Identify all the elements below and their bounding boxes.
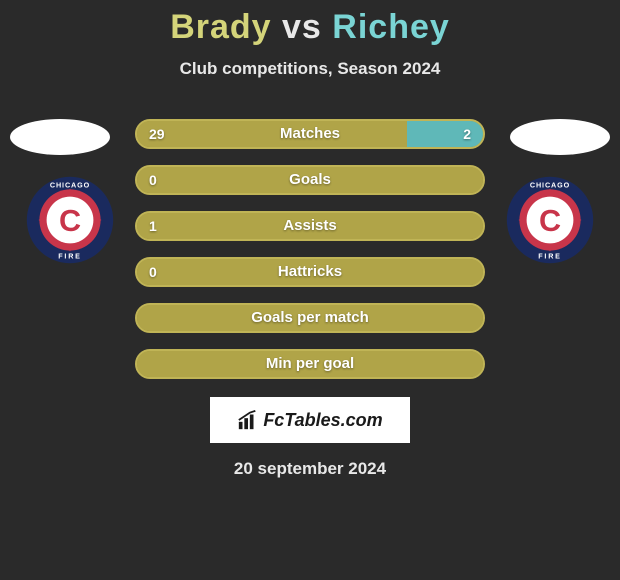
chicago-fire-badge-icon: C CHICAGO FIRE — [505, 175, 595, 265]
svg-text:C: C — [539, 204, 561, 238]
stat-bars: Matches292Goals0Assists1Hattricks0Goals … — [135, 119, 485, 379]
stat-bar: Goals0 — [135, 165, 485, 195]
svg-text:FIRE: FIRE — [58, 252, 82, 261]
player1-name: Brady — [170, 8, 271, 46]
svg-text:CHICAGO: CHICAGO — [530, 181, 570, 190]
stat-bar: Hattricks0 — [135, 257, 485, 287]
player1-club-badge: C CHICAGO FIRE — [25, 175, 115, 265]
stat-bar: Goals per match — [135, 303, 485, 333]
bar-label: Matches — [137, 121, 483, 147]
bar-label: Assists — [137, 213, 483, 239]
player2-photo-placeholder — [510, 119, 610, 155]
svg-text:FIRE: FIRE — [538, 252, 562, 261]
branding-text: FcTables.com — [263, 410, 382, 431]
page-title: Brady vs Richey — [0, 8, 620, 47]
bar-label: Goals per match — [137, 305, 483, 331]
svg-text:C: C — [59, 204, 81, 238]
player1-photo-placeholder — [10, 119, 110, 155]
chicago-fire-badge-icon: C CHICAGO FIRE — [25, 175, 115, 265]
chart-icon — [237, 409, 259, 431]
stat-bar: Matches29 2 — [135, 119, 485, 149]
bar-value-left: 1 — [149, 213, 157, 239]
bar-value-right: 2 — [463, 121, 471, 147]
player2-name: Richey — [332, 8, 450, 46]
comparison-card: Brady vs Richey Club competitions, Seaso… — [0, 0, 620, 479]
stat-bar: Assists1 — [135, 211, 485, 241]
bar-label: Goals — [137, 167, 483, 193]
bar-label: Hattricks — [137, 259, 483, 285]
bar-value-left: 0 — [149, 167, 157, 193]
stat-bar: Min per goal — [135, 349, 485, 379]
branding-box: FcTables.com — [210, 397, 410, 443]
vs-text: vs — [282, 8, 322, 46]
date-footer: 20 september 2024 — [0, 459, 620, 479]
subtitle: Club competitions, Season 2024 — [0, 59, 620, 79]
bar-label: Min per goal — [137, 351, 483, 377]
player2-club-badge: C CHICAGO FIRE — [505, 175, 595, 265]
main-comparison-area: C CHICAGO FIRE C CHICAGO FIRE — [0, 119, 620, 479]
bar-value-left: 29 — [149, 121, 165, 147]
bar-value-left: 0 — [149, 259, 157, 285]
svg-text:CHICAGO: CHICAGO — [50, 181, 90, 190]
